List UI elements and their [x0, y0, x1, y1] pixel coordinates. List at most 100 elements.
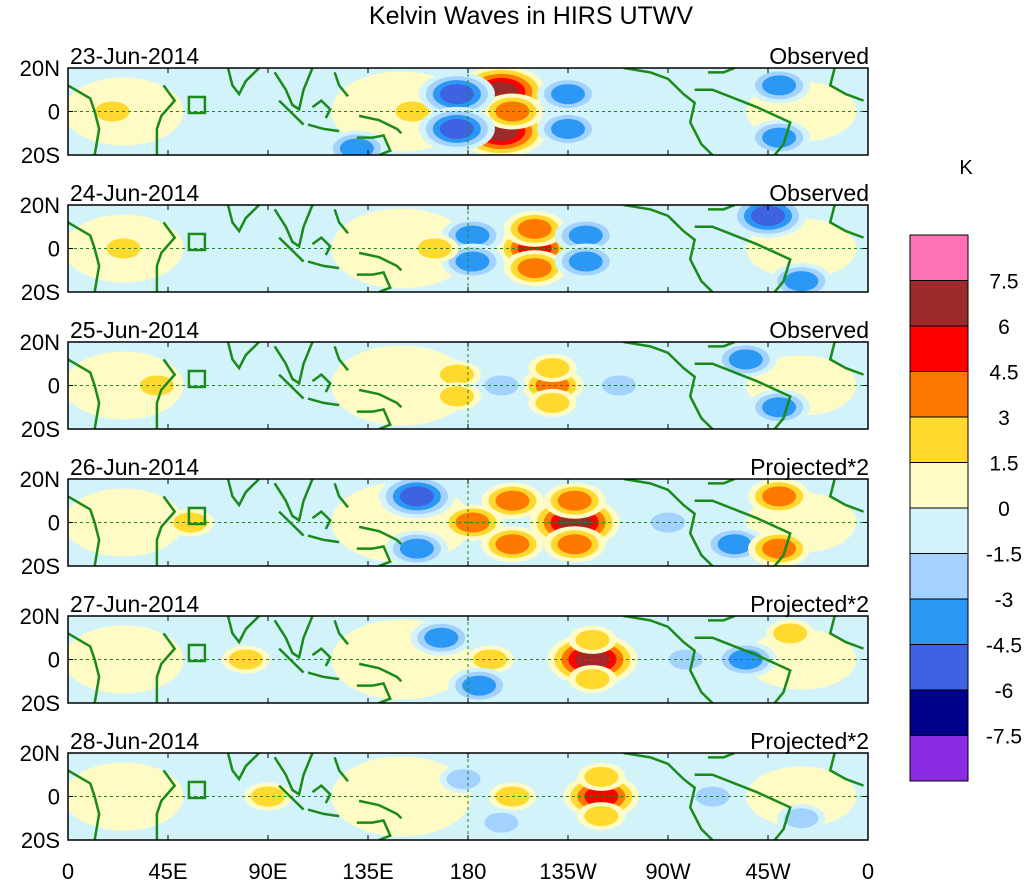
coastline [226, 616, 261, 645]
anomaly-blob [762, 486, 797, 507]
x-tick-label: 180 [450, 859, 487, 884]
coastline [356, 819, 392, 840]
anomaly-blob [446, 769, 481, 790]
anomaly-blob [773, 623, 808, 644]
coastline [708, 342, 736, 348]
figure-title: Kelvin Waves in HIRS UTWV [369, 2, 693, 30]
y-tick-label: 20S [21, 143, 60, 168]
coastline [311, 98, 332, 119]
panel-field [68, 753, 868, 840]
colorbar-level-label: 1.5 [989, 453, 1018, 476]
coastline [311, 646, 332, 667]
coastline [623, 616, 714, 703]
coastline [273, 68, 314, 112]
panel-kind-label: Projected*2 [750, 591, 869, 617]
x-tick-label: 45W [745, 859, 790, 884]
coastline [278, 99, 305, 126]
colorbar-level-label: 4.5 [989, 362, 1018, 385]
colorbar-swatch [909, 234, 969, 281]
field-band [331, 345, 472, 426]
coastline [278, 236, 305, 263]
x-tick-label: 135E [342, 859, 393, 884]
box-marker [187, 95, 207, 115]
colorbar-level-label: -3 [995, 589, 1014, 612]
anomaly-blob [455, 225, 490, 246]
panel-date-label: 25-Jun-2014 [70, 317, 199, 343]
coastline [356, 408, 392, 429]
coastline [307, 534, 340, 544]
coastline [226, 342, 261, 371]
coastline [356, 545, 392, 566]
x-tick-label: 90W [645, 859, 690, 884]
coastline [358, 525, 403, 546]
coastline [623, 342, 714, 429]
coastline [828, 68, 864, 102]
anomaly-blob [762, 127, 797, 148]
colorbar-swatch [909, 371, 969, 418]
coastline [708, 616, 736, 622]
anomaly-blob [568, 225, 603, 246]
anomaly-blob [575, 669, 610, 690]
anomaly-blob [551, 84, 585, 105]
x-tick-label: 135W [539, 859, 597, 884]
anomaly-blob [784, 808, 819, 829]
coastline [278, 784, 305, 811]
coastline [358, 662, 403, 683]
anomaly-blob [762, 397, 797, 418]
field-band [68, 625, 184, 694]
field-band [331, 208, 472, 289]
panel-4: 20N 0 20S 26-Jun-2014 Projected*2 [20, 454, 869, 579]
y-tick-label: 20S [21, 828, 60, 853]
y-tick-label: 20S [21, 280, 60, 305]
anomaly-blob [575, 629, 610, 650]
anomaly-blob [762, 538, 797, 559]
anomaly-blob [668, 649, 703, 670]
panel-date-label: 24-Jun-2014 [70, 180, 199, 206]
panel-6: 20N 0 20S 28-Jun-2014 Projected*2 [20, 728, 869, 853]
colorbar-swatch [909, 325, 969, 372]
colorbar-level-label: -7.5 [986, 726, 1022, 749]
coastline [828, 205, 864, 239]
field-band [331, 756, 472, 837]
coastline [226, 479, 261, 508]
colorbar-level-label: -6 [995, 680, 1014, 703]
anomaly-blob [462, 675, 497, 696]
panel-kind-label: Observed [769, 317, 869, 343]
panel-1: 20N 0 20S 23-Jun-2014 Observed [20, 43, 869, 168]
anomaly-blob [551, 118, 585, 139]
anomaly-blob [784, 271, 819, 292]
panel-kind-label: Observed [769, 180, 869, 206]
anomaly-blob [517, 218, 552, 239]
panel-field [68, 342, 868, 429]
anomaly-blob [439, 118, 474, 139]
coastline [155, 221, 177, 292]
panel-field [68, 616, 868, 703]
panel-3: 20N 0 20S 25-Jun-2014 Observed [20, 317, 869, 442]
coastline [828, 616, 864, 650]
y-tick-label: 0 [48, 374, 60, 399]
coastline [307, 808, 340, 818]
y-tick-label: 20N [20, 467, 60, 492]
coastline [694, 88, 792, 155]
y-tick-label: 20N [20, 604, 60, 629]
coastline [356, 682, 392, 703]
panel-kind-label: Observed [769, 43, 869, 69]
anomaly-blob [535, 358, 570, 379]
anomaly-blob [717, 534, 752, 555]
coastline [273, 342, 314, 386]
anomaly-blob [484, 812, 519, 833]
y-tick-label: 20S [21, 417, 60, 442]
colorbar-swatch [909, 598, 969, 645]
anomaly-blob [455, 251, 490, 272]
coastline [708, 753, 736, 759]
coastline [623, 479, 714, 566]
anomaly-blob [339, 138, 374, 155]
coastline [307, 397, 340, 407]
coastline [155, 495, 177, 566]
x-tick-label: 0 [62, 859, 74, 884]
panel-date-label: 26-Jun-2014 [70, 454, 199, 480]
coastline [358, 114, 403, 135]
coastline [828, 479, 864, 513]
x-axis: 0 45E 90E 135E 180 135W 90W 45W 0 [62, 859, 874, 884]
